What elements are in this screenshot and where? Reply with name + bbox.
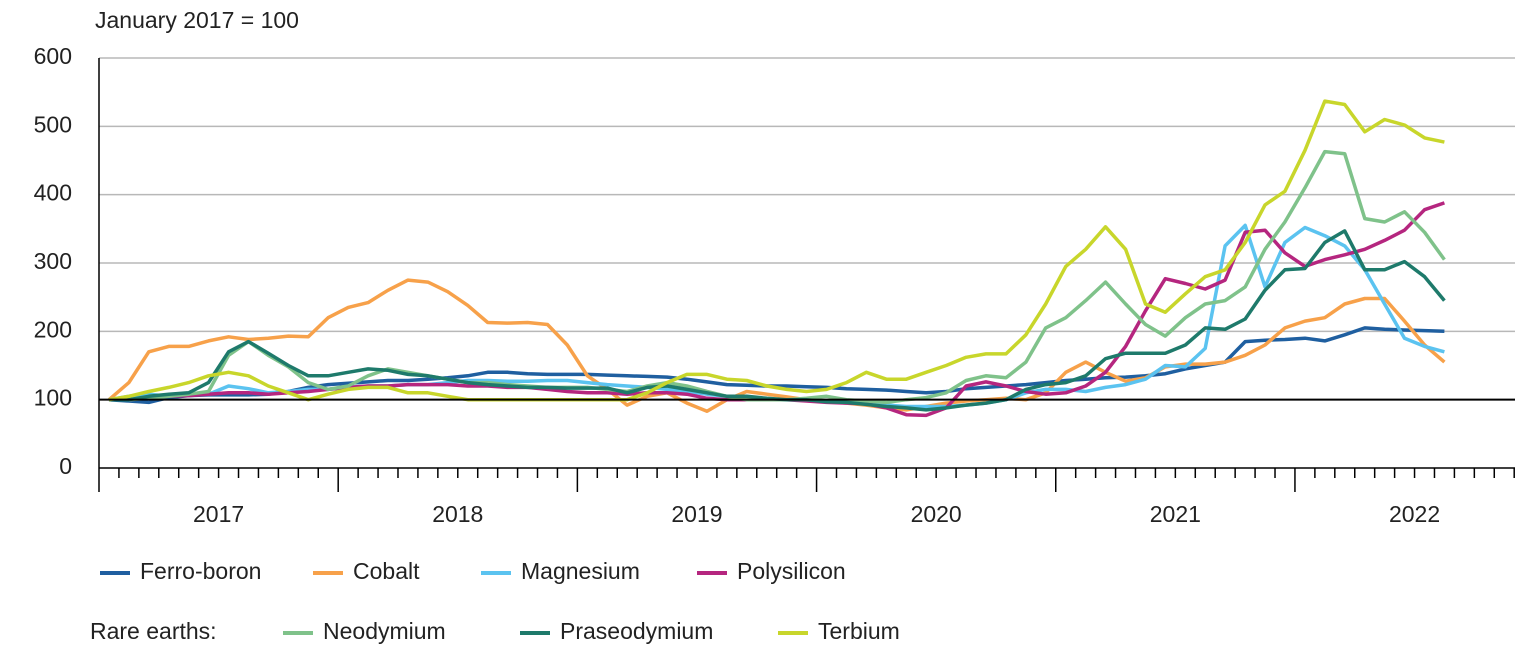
y-tick-label: 600 [34,43,72,69]
subtitle: January 2017 = 100 [95,7,299,33]
legend-label: Polysilicon [737,558,846,584]
y-tick-label: 200 [34,316,72,342]
series-line [108,99,1445,402]
x-tick-label: 2020 [911,501,962,527]
legend-group-label: Rare earths: [90,618,217,644]
y-tick-label: 500 [34,111,72,137]
series-line [107,278,1446,414]
x-tick-label: 2018 [432,501,483,527]
y-tick-label: 400 [34,180,72,206]
x-tick-label: 2019 [671,501,722,527]
y-tick-label: 300 [34,248,72,274]
legend-label: Magnesium [521,558,640,584]
y-tick-label: 100 [34,385,72,411]
series-line [108,223,1445,409]
legend-label: Terbium [818,618,900,644]
series-line [109,149,1446,405]
legend-label: Praseodymium [560,618,713,644]
legend-label: Neodymium [323,618,446,644]
y-tick-label: 0 [59,453,72,479]
legend-label: Ferro-boron [140,558,261,584]
legend-label: Cobalt [353,558,420,584]
x-tick-label: 2021 [1150,501,1201,527]
x-tick-label: 2017 [193,501,244,527]
x-tick-label: 2022 [1389,501,1440,527]
